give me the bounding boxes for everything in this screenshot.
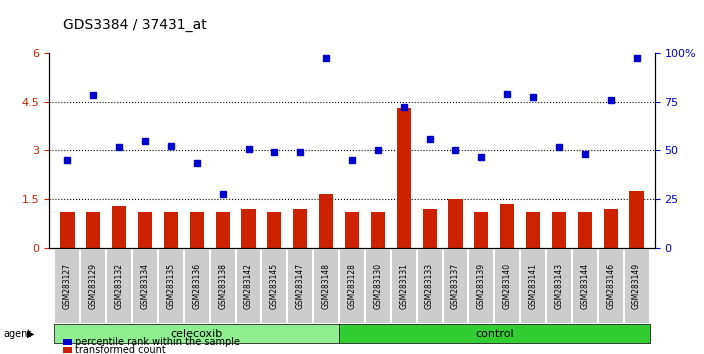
Bar bbox=[500, 204, 515, 248]
Bar bbox=[86, 212, 101, 248]
Text: GSM283149: GSM283149 bbox=[632, 263, 641, 309]
Text: agent: agent bbox=[4, 329, 32, 339]
Text: GSM283127: GSM283127 bbox=[63, 263, 72, 309]
Text: celecoxib: celecoxib bbox=[170, 329, 223, 339]
Text: GSM283142: GSM283142 bbox=[244, 263, 253, 309]
Bar bbox=[396, 108, 411, 248]
Text: GSM283133: GSM283133 bbox=[425, 263, 434, 309]
Bar bbox=[189, 212, 204, 248]
Text: GSM283140: GSM283140 bbox=[503, 263, 512, 309]
Text: GSM283137: GSM283137 bbox=[451, 263, 460, 309]
Text: GSM283128: GSM283128 bbox=[348, 263, 356, 309]
Text: GSM283143: GSM283143 bbox=[555, 263, 563, 309]
Text: GSM283147: GSM283147 bbox=[296, 263, 305, 309]
Bar bbox=[241, 209, 256, 248]
Text: GSM283144: GSM283144 bbox=[580, 263, 589, 309]
Text: GSM283145: GSM283145 bbox=[270, 263, 279, 309]
Text: GDS3384 / 37431_at: GDS3384 / 37431_at bbox=[63, 18, 207, 32]
Text: GSM283135: GSM283135 bbox=[166, 263, 175, 309]
Bar bbox=[474, 212, 489, 248]
Bar bbox=[112, 206, 126, 248]
Bar bbox=[319, 194, 333, 248]
Text: GSM283136: GSM283136 bbox=[192, 263, 201, 309]
Text: GSM283132: GSM283132 bbox=[115, 263, 124, 309]
Text: GSM283141: GSM283141 bbox=[529, 263, 538, 309]
Text: GSM283134: GSM283134 bbox=[141, 263, 149, 309]
Bar bbox=[526, 212, 540, 248]
Bar bbox=[268, 212, 282, 248]
Text: GSM283146: GSM283146 bbox=[606, 263, 615, 309]
Bar bbox=[422, 209, 436, 248]
Bar bbox=[629, 191, 643, 248]
Bar bbox=[578, 212, 592, 248]
Text: percentile rank within the sample: percentile rank within the sample bbox=[75, 337, 240, 347]
Text: GSM283130: GSM283130 bbox=[373, 263, 382, 309]
Bar bbox=[138, 212, 152, 248]
Bar bbox=[61, 212, 75, 248]
Bar bbox=[164, 212, 178, 248]
Text: GSM283148: GSM283148 bbox=[322, 263, 331, 309]
Bar bbox=[215, 212, 230, 248]
Bar bbox=[371, 212, 385, 248]
Text: GSM283138: GSM283138 bbox=[218, 263, 227, 309]
Text: ▶: ▶ bbox=[27, 329, 34, 339]
Text: GSM283129: GSM283129 bbox=[89, 263, 98, 309]
Bar bbox=[448, 199, 463, 248]
Bar bbox=[552, 212, 566, 248]
Text: GSM283139: GSM283139 bbox=[477, 263, 486, 309]
Text: GSM283131: GSM283131 bbox=[399, 263, 408, 309]
Text: control: control bbox=[475, 329, 514, 339]
Bar bbox=[603, 209, 618, 248]
Bar bbox=[345, 212, 359, 248]
Text: transformed count: transformed count bbox=[75, 345, 166, 354]
Bar bbox=[293, 209, 308, 248]
